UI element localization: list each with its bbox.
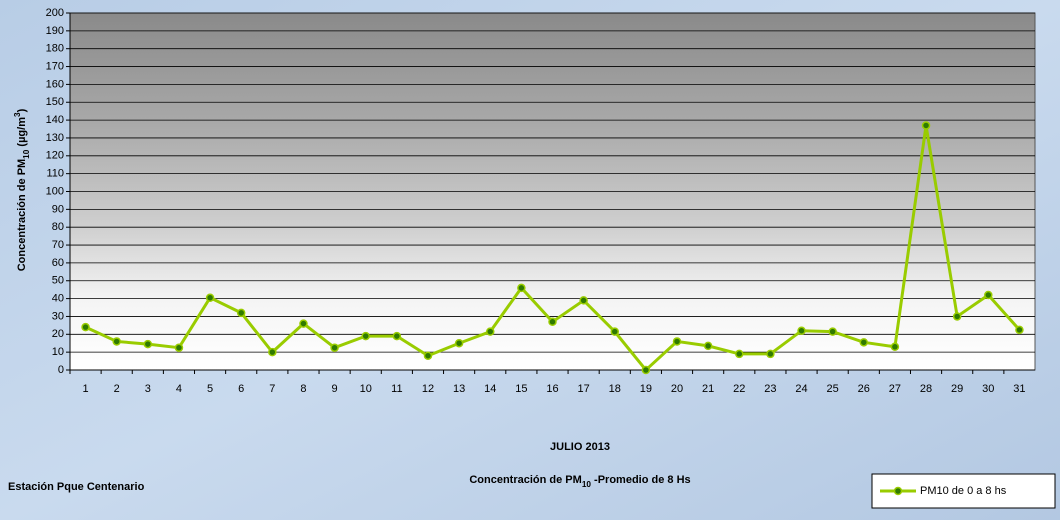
point [891, 343, 898, 350]
x-tick-label: 26 [858, 383, 870, 395]
y-tick-label: 110 [46, 168, 64, 180]
y-tick-label: 150 [46, 96, 64, 108]
point [82, 324, 89, 331]
point [705, 342, 712, 349]
point [549, 318, 556, 325]
x-tick-label: 31 [1013, 383, 1025, 395]
x-tick-label: 4 [176, 383, 182, 395]
y-tick-label: 50 [52, 275, 64, 287]
y-tick-label: 0 [58, 364, 64, 376]
y-tick-label: 190 [46, 25, 64, 37]
x-tick-label: 17 [578, 383, 590, 395]
x-tick-label: 5 [207, 383, 213, 395]
point [767, 350, 774, 357]
x-tick-label: 14 [484, 383, 496, 395]
point [860, 339, 867, 346]
x-tick-label: 3 [145, 383, 151, 395]
y-tick-label: 10 [52, 346, 64, 358]
y-tick-label: 170 [46, 60, 64, 72]
point [362, 333, 369, 340]
y-tick-label: 180 [46, 43, 64, 55]
y-tick-label: 60 [52, 257, 64, 269]
x-tick-label: 16 [546, 383, 558, 395]
x-tick-label: 13 [453, 383, 465, 395]
text-part: ) [16, 108, 28, 112]
point [175, 344, 182, 351]
x-tick-label: 25 [827, 383, 839, 395]
point [518, 284, 525, 291]
y-tick-label: 120 [46, 150, 64, 162]
point [487, 328, 494, 335]
point [736, 350, 743, 357]
text-part: 10 [582, 480, 592, 489]
point [1016, 326, 1023, 333]
y-tick-label: 90 [52, 203, 64, 215]
x-tick-label: 19 [640, 383, 652, 395]
x-tick-label: 23 [764, 383, 776, 395]
x-tick-label: 24 [795, 383, 807, 395]
point [269, 349, 276, 356]
point [207, 294, 214, 301]
x-tick-label: 20 [671, 383, 683, 395]
point [580, 297, 587, 304]
annotation: Estación Pque Centenario [8, 481, 145, 493]
point [300, 320, 307, 327]
text-part: (µg/m [16, 117, 28, 150]
x-tick-label: 11 [391, 383, 402, 395]
text-part: JULIO 2013 [550, 441, 610, 453]
x-tick-label: 10 [360, 383, 372, 395]
text-part: -Promedio de 8 Hs [591, 474, 691, 486]
x-tick-label: 29 [951, 383, 963, 395]
x-tick-label: 2 [114, 383, 120, 395]
point [923, 122, 930, 129]
chart: 0102030405060708090100110120130140150160… [0, 0, 1060, 520]
point [642, 367, 649, 374]
text-part: Concentración de PM [469, 474, 581, 486]
y-tick-label: 140 [46, 114, 64, 126]
y-tick-label: 30 [52, 310, 64, 322]
x-tick-label: 22 [733, 383, 745, 395]
legend-label: PM10 de 0 a 8 hs [920, 485, 1007, 497]
x-tick-label: 18 [609, 383, 621, 395]
y-tick-label: 40 [52, 293, 64, 305]
rich-text: JULIO 2013 [550, 441, 610, 453]
x-tick-label: 6 [238, 383, 244, 395]
x-tick-label: 7 [269, 383, 275, 395]
text-part: 10 [22, 149, 31, 159]
point [611, 328, 618, 335]
x-tick-label: 12 [422, 383, 434, 395]
point [985, 292, 992, 299]
point [674, 338, 681, 345]
y-tick-label: 160 [46, 78, 64, 90]
point [798, 327, 805, 334]
y-tick-label: 70 [52, 239, 64, 251]
point [954, 313, 961, 320]
x-tick-label: 8 [300, 383, 306, 395]
point [331, 344, 338, 351]
x-tick-label: 27 [889, 383, 901, 395]
legend-marker [895, 488, 902, 495]
x-tick-label: 30 [982, 383, 994, 395]
y-tick-label: 80 [52, 221, 64, 233]
x-tick-label: 15 [515, 383, 527, 395]
point [424, 352, 431, 359]
point [829, 328, 836, 335]
x-tick-label: 1 [83, 383, 89, 395]
point [144, 341, 151, 348]
point [393, 333, 400, 340]
point [238, 309, 245, 316]
x-tick-label: 9 [332, 383, 338, 395]
x-tick-label: 28 [920, 383, 932, 395]
y-tick-label: 130 [46, 132, 64, 144]
x-tick-label: 21 [702, 383, 714, 395]
y-tick-label: 100 [46, 185, 64, 197]
text-part: Concentración de PM [16, 159, 28, 271]
point [113, 338, 120, 345]
y-tick-label: 200 [46, 7, 64, 19]
point [456, 340, 463, 347]
y-tick-label: 20 [52, 328, 64, 340]
